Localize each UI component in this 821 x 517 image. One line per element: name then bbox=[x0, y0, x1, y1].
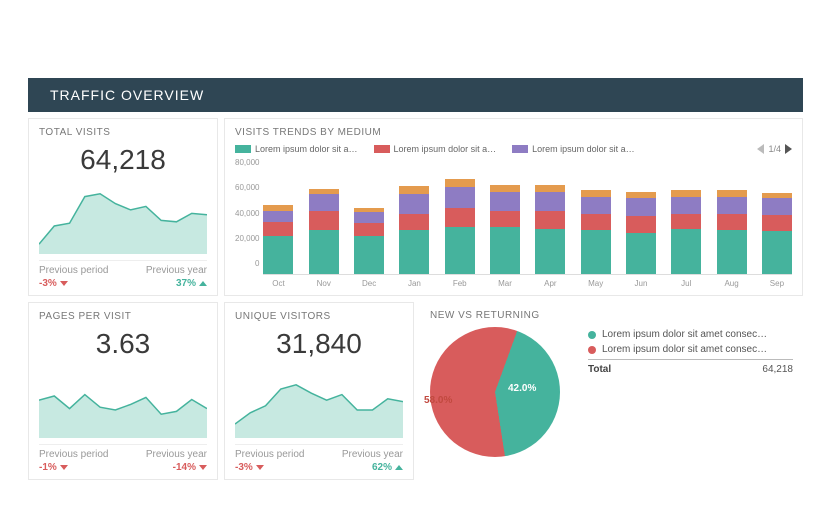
card-pages-per-visit: PAGES PER VISIT 3.63 Previous period -1%… bbox=[28, 302, 218, 480]
bar-column bbox=[354, 208, 384, 274]
legend-swatch bbox=[512, 145, 528, 153]
prev-year-delta: 37% bbox=[176, 278, 207, 289]
card-total-visits: TOTAL VISITS 64,218 Previous period -3% … bbox=[28, 118, 218, 296]
card-title: TOTAL VISITS bbox=[39, 127, 207, 138]
legend-swatch bbox=[588, 331, 596, 339]
prev-period-delta: -3% bbox=[39, 278, 108, 289]
bar-column bbox=[717, 190, 747, 274]
card-new-vs-returning: NEW VS RETURNING 42.0% 58.0% Lorem ipsum… bbox=[420, 302, 803, 480]
prev-year-label: Previous year bbox=[146, 265, 207, 276]
caret-down-icon bbox=[60, 465, 68, 470]
metric-value: 31,840 bbox=[235, 328, 403, 360]
pie-slice-label-b: 58.0% bbox=[424, 395, 452, 406]
prev-year-delta: 62% bbox=[372, 462, 403, 473]
prev-period-label: Previous period bbox=[39, 265, 108, 276]
legend-label: Lorem ipsum dolor sit a… bbox=[255, 144, 358, 154]
pie-legend: Lorem ipsum dolor sit amet consec… Lorem… bbox=[588, 327, 793, 375]
sparkline-total-visits bbox=[39, 184, 207, 254]
card-title: NEW VS RETURNING bbox=[430, 310, 793, 321]
card-title: VISITS TRENDS BY MEDIUM bbox=[235, 127, 792, 138]
pager-text: 1/4 bbox=[768, 144, 781, 154]
caret-down-icon bbox=[60, 281, 68, 286]
caret-up-icon bbox=[395, 465, 403, 470]
bar-column bbox=[535, 185, 565, 274]
pie-slice-label-a: 42.0% bbox=[508, 383, 536, 394]
legend-label: Lorem ipsum dolor sit amet consec… bbox=[602, 329, 767, 340]
total-label: Total bbox=[588, 364, 611, 375]
prev-period-delta: -3% bbox=[235, 462, 304, 473]
legend-swatch bbox=[235, 145, 251, 153]
legend-item: Lorem ipsum dolor sit a… bbox=[235, 144, 358, 154]
chart-legend: Lorem ipsum dolor sit a… Lorem ipsum dolo… bbox=[235, 144, 792, 154]
bar-column bbox=[581, 190, 611, 274]
caret-down-icon bbox=[256, 465, 264, 470]
card-title: PAGES PER VISIT bbox=[39, 311, 207, 322]
card-title: UNIQUE VISITORS bbox=[235, 311, 403, 322]
bar-column bbox=[399, 186, 429, 274]
stacked-bar-chart: 80,00060,00040,00020,0000 OctNovDecJanFe… bbox=[235, 158, 792, 288]
bar-column bbox=[445, 179, 475, 274]
card-trends: VISITS TRENDS BY MEDIUM Lorem ipsum dolo… bbox=[224, 118, 803, 296]
prev-period-delta: -1% bbox=[39, 462, 108, 473]
metric-value: 3.63 bbox=[39, 328, 207, 360]
pie-chart: 42.0% 58.0% bbox=[430, 327, 570, 467]
sparkline-pages-per-visit bbox=[39, 368, 207, 438]
legend-label: Lorem ipsum dolor sit a… bbox=[532, 144, 635, 154]
bar-column bbox=[762, 193, 792, 274]
chevron-right-icon[interactable] bbox=[785, 144, 792, 154]
legend-pager[interactable]: 1/4 bbox=[757, 144, 792, 154]
prev-period-label: Previous period bbox=[235, 449, 304, 460]
page-title: TRAFFIC OVERVIEW bbox=[50, 87, 204, 103]
sparkline-unique-visitors bbox=[235, 368, 403, 438]
legend-swatch bbox=[588, 346, 596, 354]
card-unique-visitors: UNIQUE VISITORS 31,840 Previous period -… bbox=[224, 302, 414, 480]
x-axis: OctNovDecJanFebMarAprMayJunJulAugSep bbox=[263, 279, 792, 288]
legend-label: Lorem ipsum dolor sit amet consec… bbox=[602, 344, 767, 355]
prev-year-label: Previous year bbox=[342, 449, 403, 460]
page-header: TRAFFIC OVERVIEW bbox=[28, 78, 803, 112]
total-value: 64,218 bbox=[762, 364, 793, 375]
caret-down-icon bbox=[199, 465, 207, 470]
bar-column bbox=[309, 189, 339, 274]
bar-column bbox=[490, 185, 520, 274]
legend-swatch bbox=[374, 145, 390, 153]
prev-period-label: Previous period bbox=[39, 449, 108, 460]
caret-up-icon bbox=[199, 281, 207, 286]
legend-item: Lorem ipsum dolor sit a… bbox=[512, 144, 635, 154]
bar-column bbox=[263, 205, 293, 274]
bar-column bbox=[626, 192, 656, 275]
chevron-left-icon[interactable] bbox=[757, 144, 764, 154]
y-axis: 80,00060,00040,00020,0000 bbox=[235, 158, 263, 268]
prev-year-label: Previous year bbox=[146, 449, 207, 460]
prev-year-delta: -14% bbox=[173, 462, 207, 473]
legend-item: Lorem ipsum dolor sit a… bbox=[374, 144, 497, 154]
metric-value: 64,218 bbox=[39, 144, 207, 176]
bar-column bbox=[671, 190, 701, 274]
legend-label: Lorem ipsum dolor sit a… bbox=[394, 144, 497, 154]
legend-item: Lorem ipsum dolor sit amet consec… bbox=[588, 327, 793, 342]
legend-item: Lorem ipsum dolor sit amet consec… bbox=[588, 342, 793, 357]
